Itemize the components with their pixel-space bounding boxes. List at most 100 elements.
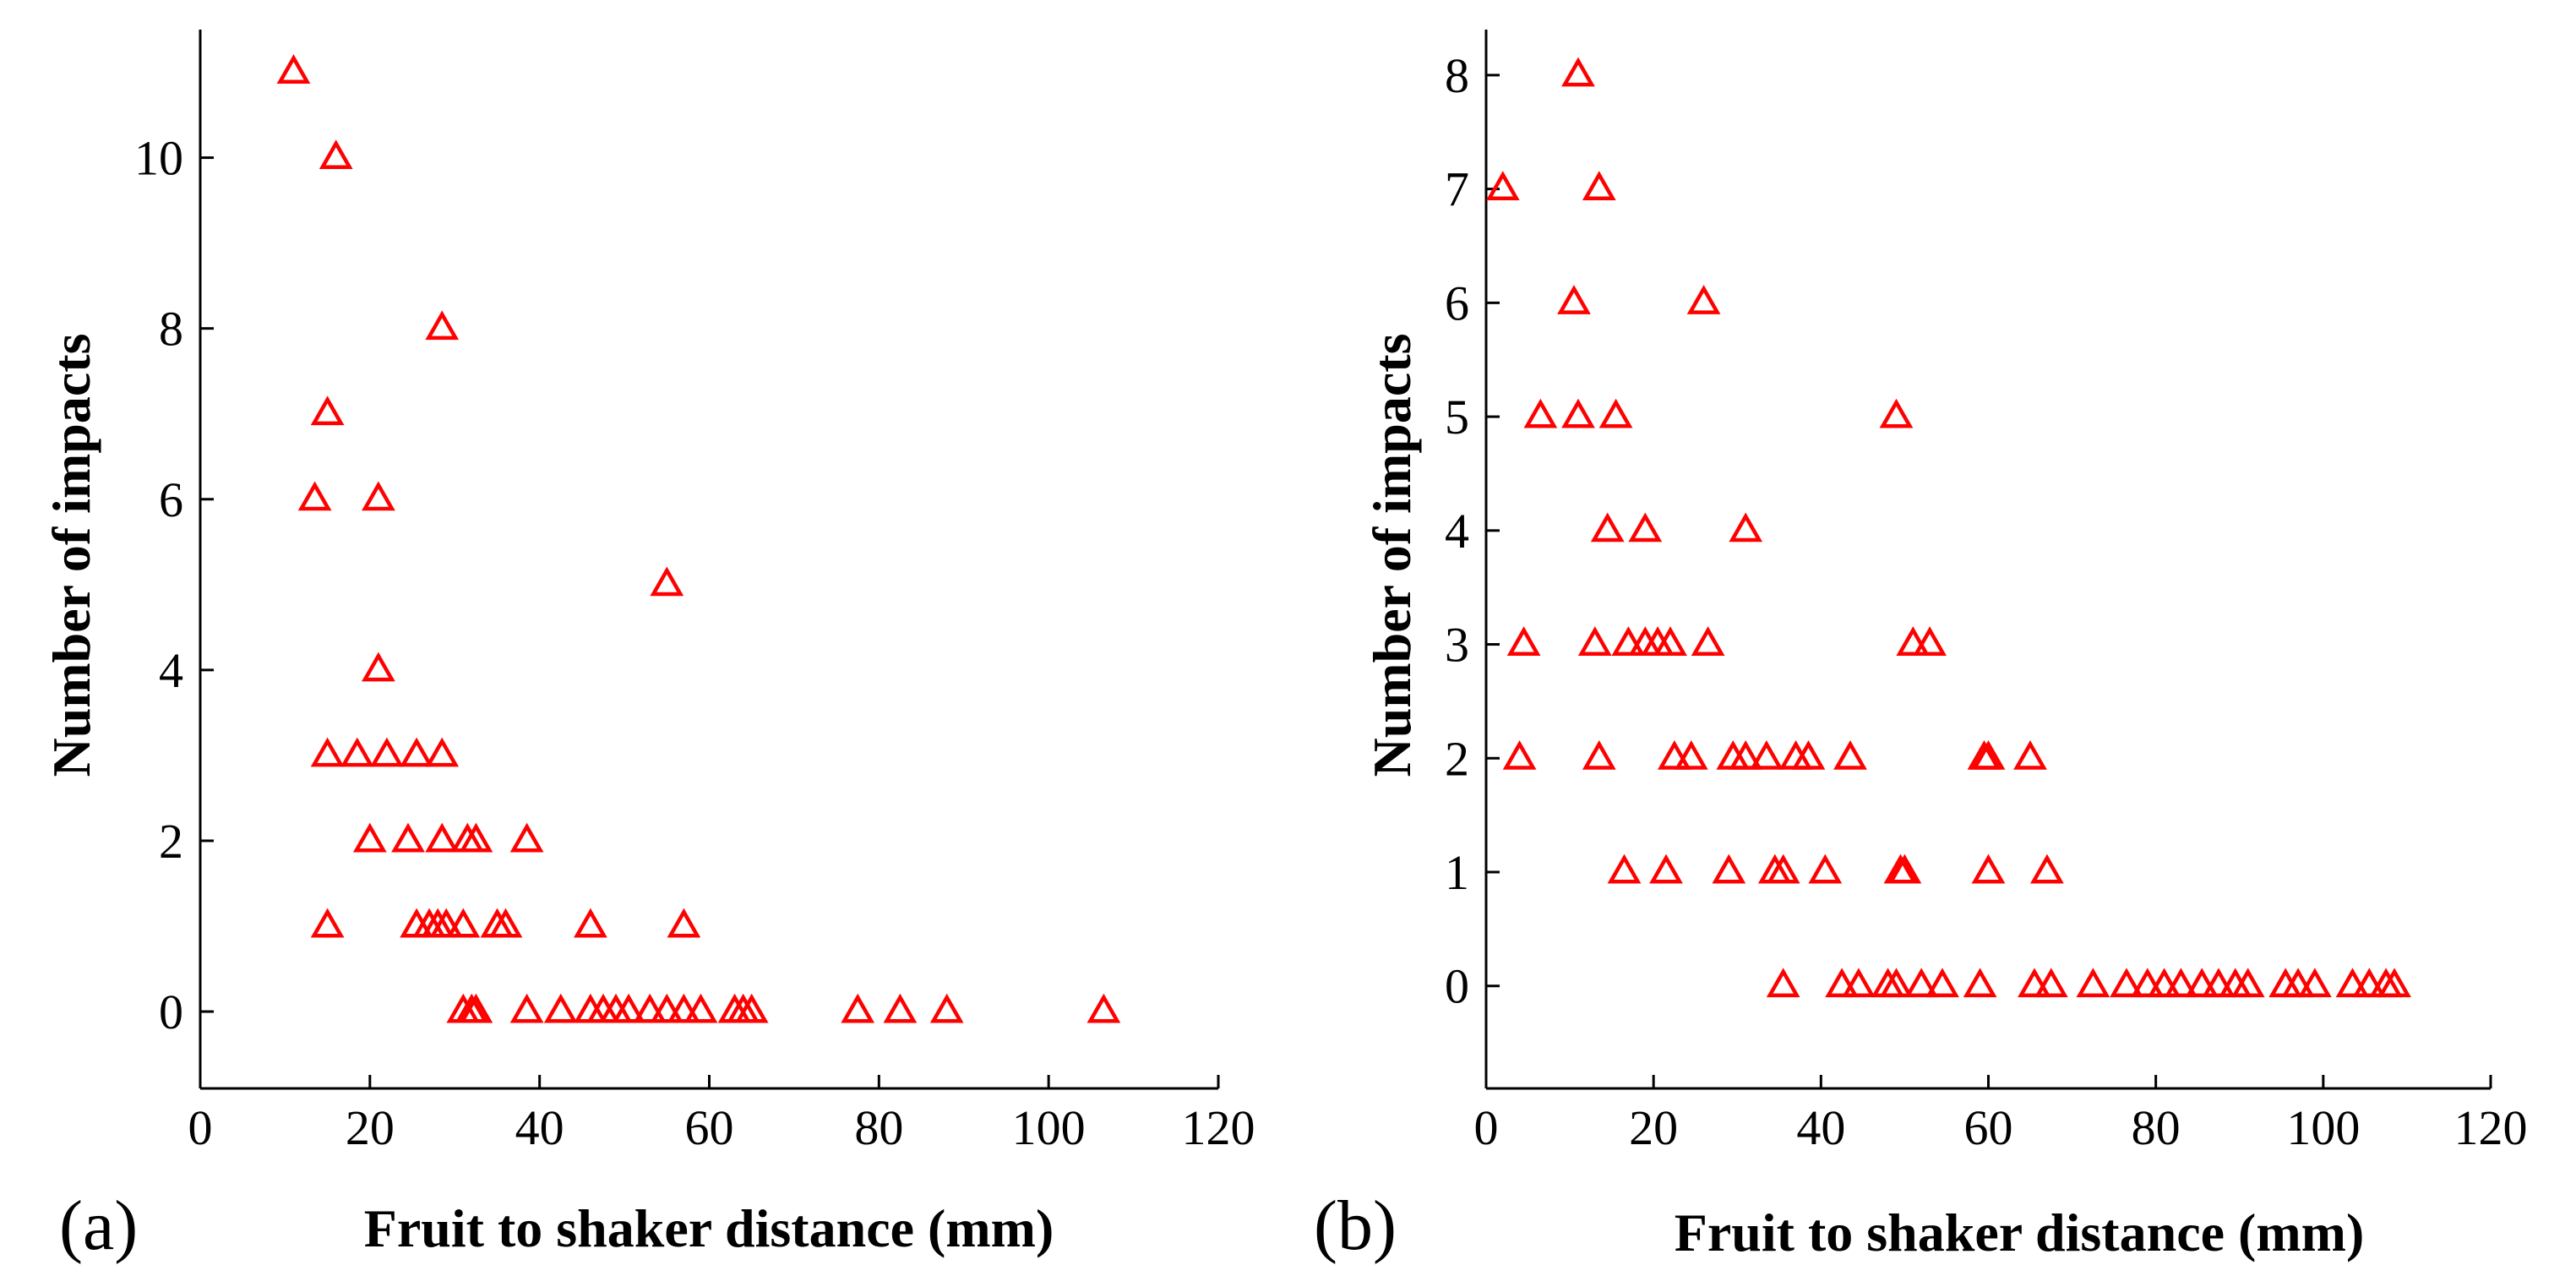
data-point-b	[1879, 968, 1914, 998]
data-point-b	[2298, 968, 2332, 998]
data-point-b	[2013, 739, 2047, 770]
data-point-a	[683, 993, 718, 1023]
x-tick-label-b: 20	[1629, 1100, 1678, 1155]
data-point-b	[1607, 853, 1642, 884]
x-tick-label-a: 80	[854, 1100, 903, 1155]
data-point-a	[488, 908, 523, 938]
y-tick-label-b: 7	[1445, 162, 1469, 217]
data-point-b	[2352, 968, 2387, 998]
data-point-a	[612, 993, 645, 1023]
y-tick-label-a: 2	[159, 814, 183, 869]
x-tick-label-b: 80	[2132, 1100, 2181, 1155]
data-point-b	[1925, 968, 1959, 998]
axes-b	[1484, 30, 2491, 1090]
data-point-b	[1879, 398, 1914, 428]
x-tick-label-b: 100	[2286, 1100, 2360, 1155]
y-tick-label-b: 4	[1445, 504, 1469, 559]
data-point-b	[2185, 968, 2219, 998]
data-point-b	[2230, 968, 2265, 998]
data-point-b	[2130, 968, 2165, 998]
data-point-b	[1808, 853, 1843, 884]
x-tick-label-a: 40	[515, 1100, 564, 1155]
data-point-b	[1628, 512, 1663, 543]
panel-label-a: (a)	[59, 1186, 138, 1265]
data-point-b	[1598, 398, 1633, 428]
data-point-b	[1971, 739, 2006, 770]
y-ticks-b: 0 1 2 3 4 5 6 7 8	[1445, 48, 1500, 1014]
data-point-a	[459, 822, 493, 853]
x-tick-label-b: 0	[1474, 1100, 1499, 1155]
data-point-a	[297, 481, 332, 511]
data-point-a	[340, 737, 374, 767]
x-ticks-b: 0 20 40 60 80 100 120	[1474, 1075, 2528, 1155]
data-point-b	[1791, 739, 1826, 770]
y-tick-label-a: 6	[159, 472, 183, 527]
y-tick-label-b: 3	[1445, 618, 1469, 673]
data-point-b	[1896, 626, 1931, 656]
data-point-a	[883, 993, 918, 1023]
data-point-b	[1691, 626, 1725, 656]
data-point-b	[1766, 853, 1800, 884]
data-point-b	[1561, 57, 1595, 87]
y-tick-label-b: 5	[1445, 390, 1469, 444]
data-point-a	[543, 993, 578, 1023]
data-point-b	[1506, 626, 1541, 656]
data-point-b	[2018, 968, 2051, 998]
data-point-b	[1971, 853, 2006, 884]
data-point-a	[276, 54, 311, 84]
data-point-a	[425, 310, 460, 341]
data-point-b	[2335, 968, 2370, 998]
data-point-a	[459, 993, 493, 1023]
data-point-a	[509, 993, 544, 1023]
panel-label-b: (b)	[1314, 1186, 1397, 1265]
data-point-b	[2202, 968, 2236, 998]
y-axis-title-b: Number of impacts	[1362, 334, 1422, 777]
x-tick-label-a: 60	[685, 1100, 734, 1155]
data-point-a	[633, 993, 667, 1023]
data-point-b	[1825, 968, 1859, 998]
data-point-b	[1729, 739, 1763, 770]
y-tick-label-b: 8	[1445, 48, 1469, 103]
chart-panel-a: 0 20 40 60 80 100 120 0 2 4 6 8 10 Fruit to shaker …	[41, 30, 1255, 1265]
data-point-b	[1913, 626, 1947, 656]
data-point-a	[319, 139, 353, 170]
data-point-b	[1611, 626, 1646, 656]
x-axis-title-a: Fruit to shaker distance (mm)	[364, 1198, 1054, 1258]
data-point-b	[2164, 968, 2198, 998]
data-point-a	[425, 737, 460, 767]
data-point-b	[1712, 853, 1746, 884]
data-point-b	[1729, 512, 1763, 543]
data-point-b	[1485, 171, 1520, 201]
y-ticks-a: 0 2 4 6 8 10	[134, 131, 214, 1039]
x-tick-label-a: 0	[188, 1100, 213, 1155]
data-point-b	[1963, 968, 1997, 998]
data-point-b	[1833, 739, 1867, 770]
x-tick-label-a: 20	[346, 1100, 395, 1155]
data-point-b	[2281, 968, 2315, 998]
data-point-a	[841, 993, 875, 1023]
x-tick-label-a: 100	[1012, 1100, 1086, 1155]
y-tick-label-b: 0	[1445, 959, 1469, 1014]
x-ticks-a: 0 20 40 60 80 100 120	[188, 1075, 1255, 1155]
data-point-a	[370, 737, 404, 767]
data-point-a	[667, 908, 701, 938]
data-point-b	[1750, 739, 1784, 770]
data-point-a	[650, 566, 684, 597]
data-point-b	[2034, 968, 2068, 998]
data-point-a	[310, 908, 345, 938]
data-point-a	[425, 822, 460, 853]
data-point-b	[1686, 285, 1721, 314]
data-point-a	[391, 822, 425, 853]
data-point-b	[1887, 853, 1922, 884]
y-tick-label-b: 6	[1445, 275, 1469, 330]
data-point-b	[1561, 398, 1595, 428]
data-point-b	[2110, 968, 2143, 998]
y-tick-label-a: 8	[159, 302, 183, 357]
chart-panel-b: 0 20 40 60 80 100 120 0 1 2 3 4 5 6 7 8 Fruit to shake…	[1314, 30, 2528, 1265]
data-point-b	[2147, 968, 2181, 998]
data-point-a	[362, 481, 395, 511]
data-point-a	[362, 652, 395, 682]
data-point-a	[509, 822, 544, 853]
y-tick-label-a: 10	[134, 131, 183, 186]
